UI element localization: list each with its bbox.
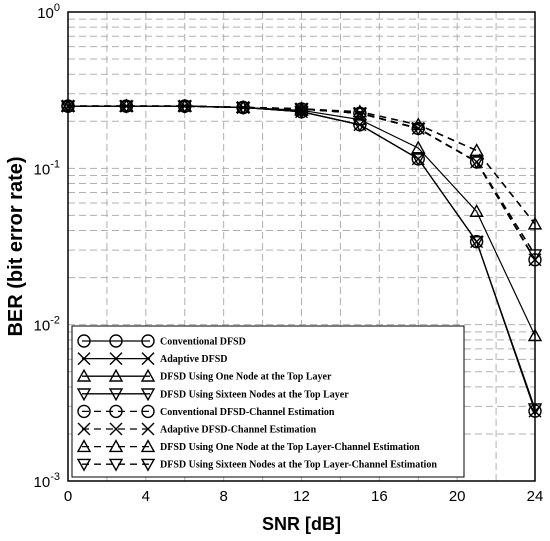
x-tick-label: 4: [142, 488, 150, 505]
data-point: [411, 140, 426, 154]
x-axis-title: SNR [dB]: [262, 514, 341, 534]
legend-label: DFSD Using One Node at the Top Layer: [160, 372, 332, 383]
legend-marker: [109, 422, 123, 436]
legend-marker: [108, 368, 124, 382]
legend-label: DFSD Using Sixteen Nodes at the Top Laye…: [160, 460, 437, 471]
legend-entry: Adaptive DFSD-Channel Estimation: [77, 422, 317, 436]
legend-label: Conventional DFSD: [160, 337, 246, 348]
series-line: [68, 105, 536, 256]
legend-marker: [109, 334, 123, 348]
legend-box: [71, 325, 465, 478]
data-point: [236, 100, 250, 114]
legend-label: Conventional DFSD-Channel Estimation: [160, 407, 335, 418]
legend-marker: [108, 439, 124, 453]
legend-marker: [141, 404, 155, 419]
legend-marker: [108, 458, 124, 472]
y-axis-title: BER (bit error rate): [5, 156, 27, 336]
data-point: [352, 107, 368, 121]
y-tick-label: 10-1: [34, 158, 60, 178]
data-point: [119, 99, 133, 113]
legend-marker: [109, 352, 123, 366]
legend-marker: [140, 388, 156, 402]
legend-entry: DFSD Using Sixteen Nodes at the Top Laye…: [76, 388, 349, 402]
legend-marker: [141, 352, 155, 366]
y-tick-label: 10-2: [34, 315, 60, 335]
y-tick-label: 100: [37, 2, 60, 22]
grid: [68, 12, 535, 481]
legend-marker: [141, 422, 155, 436]
legend-entry: Conventional DFSD-Channel Estimation: [77, 404, 335, 419]
legend-label: DFSD Using Sixteen Nodes at the Top Laye…: [160, 389, 349, 400]
x-tick-label: 8: [219, 488, 227, 505]
legend-marker: [141, 334, 155, 348]
legend-marker: [76, 439, 92, 453]
plot-frame: [67, 11, 536, 482]
legend-entry: DFSD Using One Node at the Top Layer-Cha…: [76, 439, 420, 453]
legend-entry: DFSD Using Sixteen Nodes at the Top Laye…: [76, 458, 437, 472]
data-point: [469, 236, 484, 250]
data-point: [469, 156, 484, 170]
x-tick-label: 24: [527, 488, 544, 505]
data-point: [411, 153, 426, 167]
legend-marker: [76, 458, 92, 472]
data-point: [235, 101, 251, 115]
y-axis-ticks: 100 10-1 10-2 10-3: [34, 2, 60, 491]
data-point: [294, 103, 309, 117]
legend-marker: [140, 368, 156, 382]
legend-marker: [77, 352, 91, 366]
legend-entry: Adaptive DFSD: [77, 352, 228, 366]
legend-label: DFSD Using One Node at the Top Layer-Cha…: [160, 442, 420, 453]
legend-marker: [76, 368, 92, 382]
series-layer: [60, 98, 543, 418]
legend-marker: [140, 458, 156, 472]
legend-marker: [109, 404, 123, 419]
legend-marker: [76, 388, 92, 402]
x-tick-label: 20: [449, 488, 466, 505]
data-point: [177, 100, 192, 114]
x-axis-ticks: 0 4 8 12 16 20 24: [64, 488, 544, 505]
legend-marker: [140, 439, 156, 453]
data-point: [119, 100, 134, 114]
y-tick-label: 10-3: [34, 471, 60, 491]
legend-label: Adaptive DFSD: [160, 354, 228, 365]
data-point: [469, 203, 484, 217]
legend-entry: DFSD Using One Node at the Top Layer: [76, 368, 332, 383]
legend-marker: [77, 404, 91, 419]
data-point: [178, 99, 192, 113]
legend-marker: [77, 422, 91, 436]
data-point: [411, 122, 426, 136]
x-tick-label: 0: [64, 488, 72, 505]
legend-marker: [108, 388, 124, 402]
series-8: [60, 100, 543, 263]
legend-entry: Conventional DFSD: [77, 334, 246, 348]
x-tick-label: 16: [371, 488, 388, 505]
legend-marker: [77, 334, 91, 348]
legend-label: Adaptive DFSD-Channel Estimation: [160, 425, 317, 436]
data-point: [470, 155, 484, 169]
data-point: [352, 104, 368, 118]
x-tick-label: 12: [293, 488, 310, 505]
data-point: [469, 143, 484, 157]
legend: Conventional DFSD Adaptive DFSD DFSD Using…: [71, 325, 465, 478]
